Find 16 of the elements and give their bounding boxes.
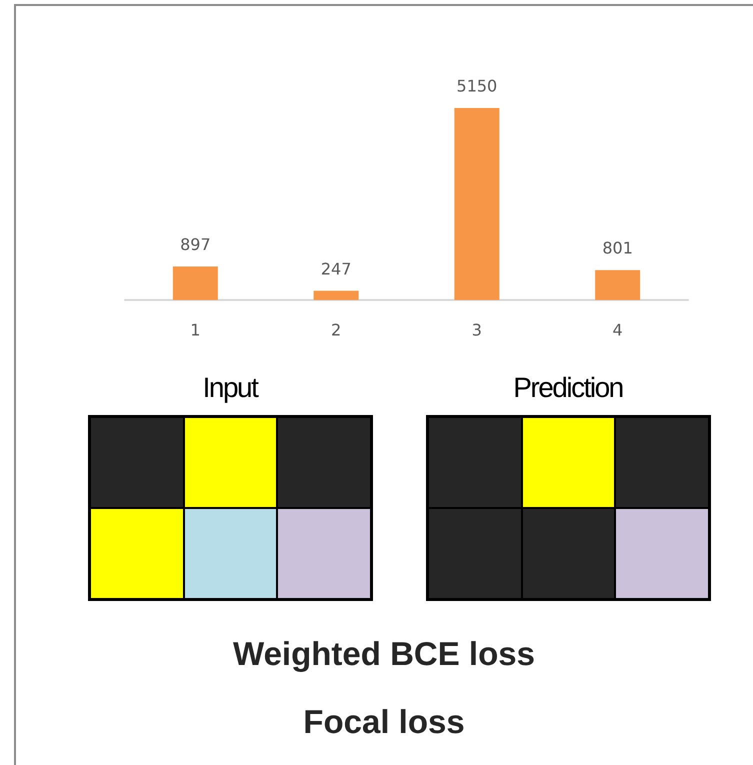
- text: Weighted BCE loss: [232, 635, 536, 673]
- x-tick-label: 1: [190, 320, 200, 340]
- bar: [314, 290, 359, 300]
- text: Input: [202, 372, 259, 404]
- data-label: 897: [180, 235, 211, 254]
- text: Focal loss: [302, 703, 466, 741]
- bar: [172, 266, 218, 300]
- data-label: 5150: [456, 76, 498, 96]
- bar: [454, 108, 500, 300]
- data-label: 247: [320, 259, 352, 278]
- x-tick-label: 4: [612, 320, 623, 340]
- x-tick-label: 3: [472, 320, 482, 340]
- text: Prediction: [512, 372, 624, 404]
- bar: [595, 270, 640, 300]
- x-tick-label: 2: [331, 320, 342, 340]
- data-label: 801: [602, 238, 633, 258]
